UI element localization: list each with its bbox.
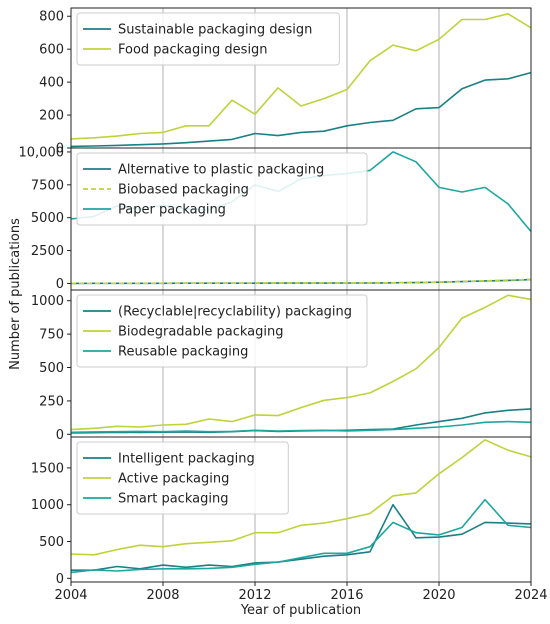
legend-label: Biobased packaging <box>118 183 249 198</box>
x-tick-label: 2024 <box>514 588 547 603</box>
legend-box <box>76 294 368 368</box>
legend-label: (Recyclable|recyclability) packaging <box>118 305 352 320</box>
x-tick-label: 2012 <box>238 588 271 603</box>
x-tick-label: 2004 <box>54 588 87 603</box>
legend-box <box>76 441 289 515</box>
y-tick-label: 2500 <box>31 244 64 259</box>
legend-label: Paper packaging <box>118 203 226 218</box>
y-tick-label: 600 <box>39 43 64 58</box>
panels: 0 200 400 600 800 Sustainable packaging desig… <box>19 7 532 587</box>
legend-label: Reusable packaging <box>118 345 248 360</box>
x-tick-label: 2016 <box>330 588 363 603</box>
y-tick-label: 800 <box>39 10 64 25</box>
y-tick-label: 0 <box>56 142 64 157</box>
legend-label: Smart packaging <box>118 492 228 507</box>
y-tick-label: 5000 <box>31 211 64 226</box>
legend-label: Active packaging <box>118 472 229 487</box>
series-line-1 <box>70 71 532 148</box>
y-tick-label: 1000 <box>31 294 64 309</box>
legend-label: Sustainable packaging design <box>118 23 312 38</box>
legend-label: Food packaging design <box>118 43 268 58</box>
y-tick-label: 200 <box>39 109 64 124</box>
axes-frame <box>70 436 532 583</box>
y-axis-label: Number of publications <box>8 218 23 370</box>
y-tick-label: 10,000 <box>19 145 65 160</box>
legend-label: Biodegradable packaging <box>118 325 284 340</box>
series-line-1 <box>71 503 532 572</box>
legend-label: Intelligent packaging <box>118 452 255 467</box>
y-tick-label: 1500 <box>31 461 64 476</box>
series-line-2 <box>70 294 532 431</box>
y-tick-label: 500 <box>39 361 64 376</box>
series-line-3 <box>70 498 532 574</box>
chart-panel-4: 0 500 1000 1500 Intelligent packaging Active … <box>31 436 532 587</box>
x-tick-label: 2020 <box>422 588 455 603</box>
legend-box <box>76 152 368 226</box>
x-tick-label: 2008 <box>146 588 179 603</box>
chart-panel-1: 0 200 400 600 800 Sustainable packaging desig… <box>39 7 532 157</box>
y-tick-label: 0 <box>56 277 64 292</box>
y-tick-label: 0 <box>56 428 64 443</box>
legend-label: Alternative to plastic packaging <box>118 163 324 178</box>
series-line-3 <box>70 420 532 434</box>
series-line-2 <box>71 278 532 285</box>
y-tick-label: 750 <box>39 328 64 343</box>
series-line-1 <box>70 408 532 434</box>
chart-panel-2: 0 2500 5000 7500 10,000 Alternative to plasti… <box>19 145 532 292</box>
series-line-2 <box>70 439 532 556</box>
chart-panel-3: 0 250 500 750 1000 (Recyclable|recyclability)… <box>31 289 532 443</box>
legend-box <box>76 12 340 66</box>
y-tick-label: 0 <box>56 572 64 587</box>
x-axis-label: Year of publication <box>240 603 361 618</box>
x-axis-ticks: 2004 2008 2012 2016 2020 2024 <box>54 582 548 603</box>
y-tick-label: 7500 <box>31 178 64 193</box>
y-tick-label: 1000 <box>31 498 64 513</box>
y-tick-label: 400 <box>39 76 64 91</box>
series-line-2 <box>70 13 532 140</box>
y-tick-label: 250 <box>39 394 64 409</box>
y-tick-label: 500 <box>39 535 64 550</box>
